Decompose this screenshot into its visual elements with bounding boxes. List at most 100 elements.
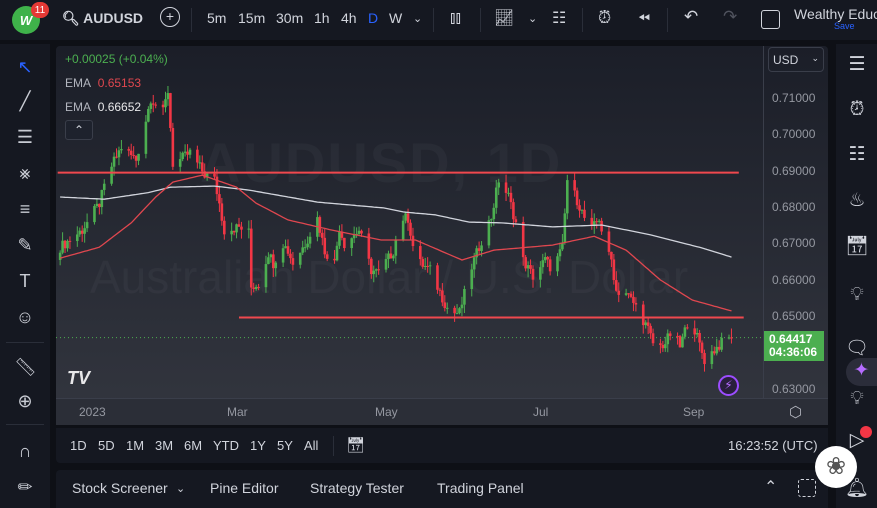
range-5d[interactable]: 5D	[98, 438, 115, 453]
currency-select[interactable]: USD ⌄	[768, 47, 824, 72]
pattern-icon[interactable]: ⨳	[19, 163, 31, 183]
interval-30m[interactable]: 30m	[276, 10, 304, 26]
text-icon[interactable]: T	[19, 271, 31, 291]
indicators-icon[interactable]: 📈︎	[494, 10, 515, 27]
watermark-description: Australian Dollar / U.S. Dollar	[90, 250, 688, 304]
replay-icon[interactable]: ⏪︎	[638, 10, 651, 27]
undo-icon[interactable]: ↶	[684, 7, 699, 26]
tradingview-logo: TV	[67, 368, 91, 388]
price-tick: 0.67000	[772, 236, 816, 250]
price-tick: 0.65000	[772, 309, 816, 323]
save-button[interactable]: Save	[834, 21, 855, 31]
interval-1h[interactable]: 1h	[314, 10, 330, 26]
assistant-icon[interactable]: ❀	[815, 446, 857, 488]
range-1d[interactable]: 1D	[70, 438, 87, 453]
chevron-down-icon: ⌄	[811, 53, 819, 63]
price-tick: 0.70000	[772, 127, 816, 141]
emoji-icon[interactable]: ☺	[15, 307, 35, 327]
brush-icon[interactable]: ✎	[17, 235, 33, 255]
symbol-label: AUDUSD	[83, 10, 144, 26]
lightning-icon[interactable]: ⚡︎	[718, 375, 739, 396]
range-3m[interactable]: 3M	[155, 438, 174, 453]
ema-slow-legend[interactable]: EMA 0.66652	[65, 100, 141, 114]
chevron-down-icon[interactable]: ⌄	[528, 13, 538, 25]
last-price-tag: 0.64417 04:36:06	[764, 331, 824, 361]
price-tick: 0.69000	[772, 164, 816, 178]
calendar-icon[interactable]: 📅︎	[844, 236, 870, 257]
date-range-bar	[56, 428, 828, 463]
symbol-search[interactable]: 🔍︎ AUDUSD	[62, 10, 143, 27]
fib-icon[interactable]: ≡	[19, 199, 31, 219]
streams-icon[interactable]: 💡︎	[850, 388, 864, 409]
divider	[480, 8, 481, 32]
collapse-legend-button[interactable]: ⌃	[65, 120, 93, 140]
watchlist-icon[interactable]: ☰	[848, 54, 866, 75]
currency-label: USD	[773, 53, 799, 67]
tab-trading-panel[interactable]: Trading Panel	[437, 480, 524, 496]
redo-icon[interactable]: ↷	[723, 7, 738, 26]
bar-countdown: 04:36:06	[769, 345, 818, 359]
add-list-icon[interactable]: ☷	[848, 144, 866, 165]
expand-panel-icon[interactable]: ⌃	[764, 479, 778, 496]
notification-badge: 11	[31, 2, 49, 18]
divider	[6, 424, 44, 425]
alarm-icon[interactable]: ⏰︎	[598, 8, 612, 27]
divider	[6, 342, 44, 343]
chevron-down-icon[interactable]: ⌄	[413, 13, 423, 25]
tab-strategy-tester[interactable]: Strategy Tester	[310, 480, 404, 496]
range-1m[interactable]: 1M	[126, 438, 145, 453]
horizontal-lines-icon[interactable]: ☰	[16, 127, 34, 147]
range-1y[interactable]: 1Y	[250, 438, 266, 453]
time-tick: Jul	[533, 405, 549, 419]
ema-fast-legend[interactable]: EMA 0.65153	[65, 76, 141, 90]
divider	[582, 8, 583, 32]
utc-clock[interactable]: 16:23:52 (UTC)	[728, 438, 818, 453]
ideas-lightbulb-icon[interactable]: 💡︎	[850, 284, 864, 305]
compare-add-icon[interactable]: +	[160, 7, 180, 27]
chevron-down-icon[interactable]: ⌄	[176, 483, 186, 495]
alarm-icon[interactable]: ⏰︎	[849, 99, 865, 120]
ruler-icon[interactable]: 📏︎	[14, 357, 37, 377]
watermark-symbol: AUDUSD, 1D	[200, 130, 562, 195]
layouts-grid-icon[interactable]: ☷	[552, 10, 567, 27]
range-5y[interactable]: 5Y	[277, 438, 293, 453]
price-change: +0.00025 (+0.04%)	[65, 52, 168, 66]
range-6m[interactable]: 6M	[184, 438, 203, 453]
chat-icon[interactable]: 🗨︎	[844, 338, 870, 359]
divider	[333, 436, 334, 456]
layout-name[interactable]: Wealthy Educ	[794, 6, 877, 22]
price-tick: 0.68000	[772, 200, 816, 214]
trend-line-icon[interactable]: ╱	[19, 91, 31, 111]
range-all[interactable]: All	[304, 438, 319, 453]
interval-d[interactable]: D	[368, 10, 379, 26]
price-tick: 0.71000	[772, 91, 816, 105]
interval-5m[interactable]: 5m	[207, 10, 227, 26]
time-axis[interactable]	[56, 398, 828, 425]
notifications-bell-icon[interactable]: 🔔︎	[844, 478, 870, 499]
sparkle-icon[interactable]: ✦	[846, 358, 877, 386]
zoom-in-icon[interactable]: ⊕	[17, 391, 33, 411]
chart-pane[interactable]	[56, 46, 828, 425]
lock-drawings-icon[interactable]: ✏	[17, 477, 33, 497]
cursor-icon[interactable]: ↖	[17, 57, 33, 77]
divider	[433, 8, 434, 32]
fullscreen-icon[interactable]	[761, 10, 780, 29]
chart-settings-icon[interactable]: ⬡	[789, 404, 803, 421]
go-to-date-icon[interactable]: 📅︎	[346, 437, 366, 454]
ema-label: EMA	[65, 76, 91, 90]
interval-w[interactable]: W	[389, 10, 403, 26]
right-sidebar: ☰ ⏰︎ ☷ ♨ 📅︎ 💡︎ 🗨︎ ✦ 💡︎ ▷ 🔔︎	[836, 44, 877, 508]
interval-15m[interactable]: 15m	[238, 10, 266, 26]
time-tick: 2023	[79, 405, 106, 419]
search-icon: 🔍︎	[62, 10, 80, 26]
candles-icon[interactable]: ⫾⫾	[450, 8, 461, 27]
price-scale[interactable]	[763, 46, 828, 398]
interval-4h[interactable]: 4h	[341, 10, 357, 26]
tab-pine-editor[interactable]: Pine Editor	[210, 480, 279, 496]
range-ytd[interactable]: YTD	[213, 438, 239, 453]
magnet-icon[interactable]: ∩	[18, 441, 32, 461]
maximize-panel-icon[interactable]	[798, 479, 816, 497]
tab-stock-screener[interactable]: Stock Screener	[72, 480, 168, 496]
hotlist-flame-icon[interactable]: ♨	[848, 190, 866, 211]
time-tick: May	[375, 405, 398, 419]
